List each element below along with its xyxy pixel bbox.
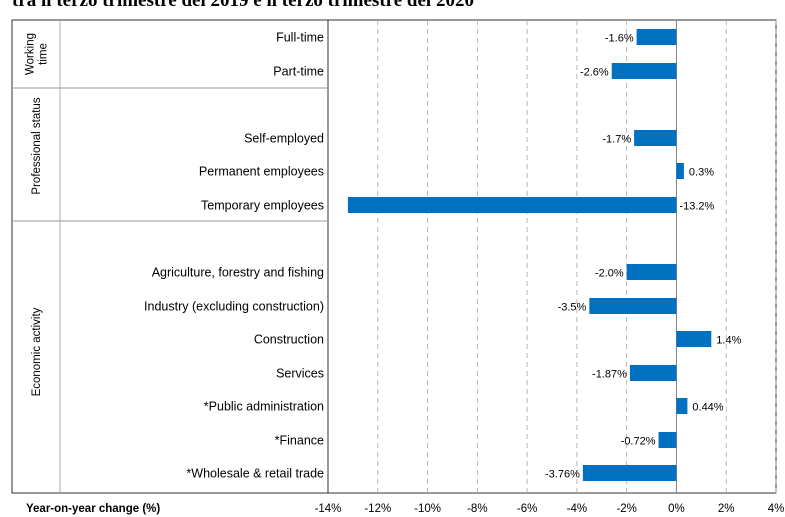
group-label-working-time: Working xyxy=(25,33,37,75)
x-tick-label: -14% xyxy=(315,503,342,515)
x-tick-label: -4% xyxy=(567,503,587,515)
category-label-construction: Construction xyxy=(254,333,324,347)
bar-services xyxy=(629,365,677,381)
bar-public-administration xyxy=(676,398,688,414)
value-label-part-time: -2.6% xyxy=(580,67,609,79)
category-label-agriculture-forestry-and-fishing: Agriculture, forestry and fishing xyxy=(152,266,324,280)
x-axis-label: Year-on-year change (%) xyxy=(26,503,160,515)
bar-industry-excluding-construction xyxy=(589,298,677,314)
value-label-industry-excluding-construction: -3.5% xyxy=(558,302,587,314)
bar-construction xyxy=(676,331,712,347)
bar-agriculture-forestry-and-fishing xyxy=(626,264,677,280)
category-label-self-employed: Self-employed xyxy=(244,132,324,146)
x-tick-label: -2% xyxy=(616,503,636,515)
value-label-temporary-employees: -13.2% xyxy=(679,201,714,213)
bar-part-time xyxy=(611,63,677,79)
category-label-services: Services xyxy=(276,367,324,381)
bar-self-employed xyxy=(634,130,677,146)
category-label-part-time: Part-time xyxy=(273,65,324,79)
category-label-finance: *Finance xyxy=(275,434,324,448)
value-label-wholesale-retail-trade: -3.76% xyxy=(545,469,580,481)
group-label-professional-status: Professional status xyxy=(31,97,43,194)
value-label-self-employed: -1.7% xyxy=(602,134,631,146)
bar-wholesale-retail-trade xyxy=(582,465,677,481)
value-label-construction: 1.4% xyxy=(716,335,741,347)
value-label-full-time: -1.6% xyxy=(605,33,634,45)
category-label-permanent-employees: Permanent employees xyxy=(199,165,324,179)
x-tick-label: 4% xyxy=(768,503,785,515)
category-label-full-time: Full-time xyxy=(276,31,324,45)
x-tick-label: 0% xyxy=(668,503,685,515)
group-label-working-time: time xyxy=(38,43,50,65)
x-tick-label: -10% xyxy=(414,503,441,515)
category-label-temporary-employees: Temporary employees xyxy=(201,199,324,213)
x-tick-label: -8% xyxy=(467,503,487,515)
value-label-permanent-employees: 0.3% xyxy=(689,167,714,179)
category-label-wholesale-retail-trade: *Wholesale & retail trade xyxy=(186,467,324,481)
x-tick-label: -12% xyxy=(364,503,391,515)
category-label-public-administration: *Public administration xyxy=(204,400,324,414)
x-tick-label: -6% xyxy=(517,503,537,515)
value-label-public-administration: 0.44% xyxy=(692,402,723,414)
category-label-industry-excluding-construction: Industry (excluding construction) xyxy=(144,300,324,314)
bar-finance xyxy=(658,432,677,448)
value-label-finance: -0.72% xyxy=(621,436,656,448)
value-label-agriculture-forestry-and-fishing: -2.0% xyxy=(595,268,624,280)
group-label-economic-activity: Economic activity xyxy=(31,307,43,396)
value-label-services: -1.87% xyxy=(592,369,627,381)
chart-frame xyxy=(11,19,777,494)
x-tick-label: 2% xyxy=(718,503,735,515)
bar-temporary-employees xyxy=(347,197,677,213)
bar-full-time xyxy=(636,29,677,45)
chart-title: tra il terzo trimestre del 2019 e il ter… xyxy=(12,0,474,11)
bar-permanent-employees xyxy=(676,163,684,179)
